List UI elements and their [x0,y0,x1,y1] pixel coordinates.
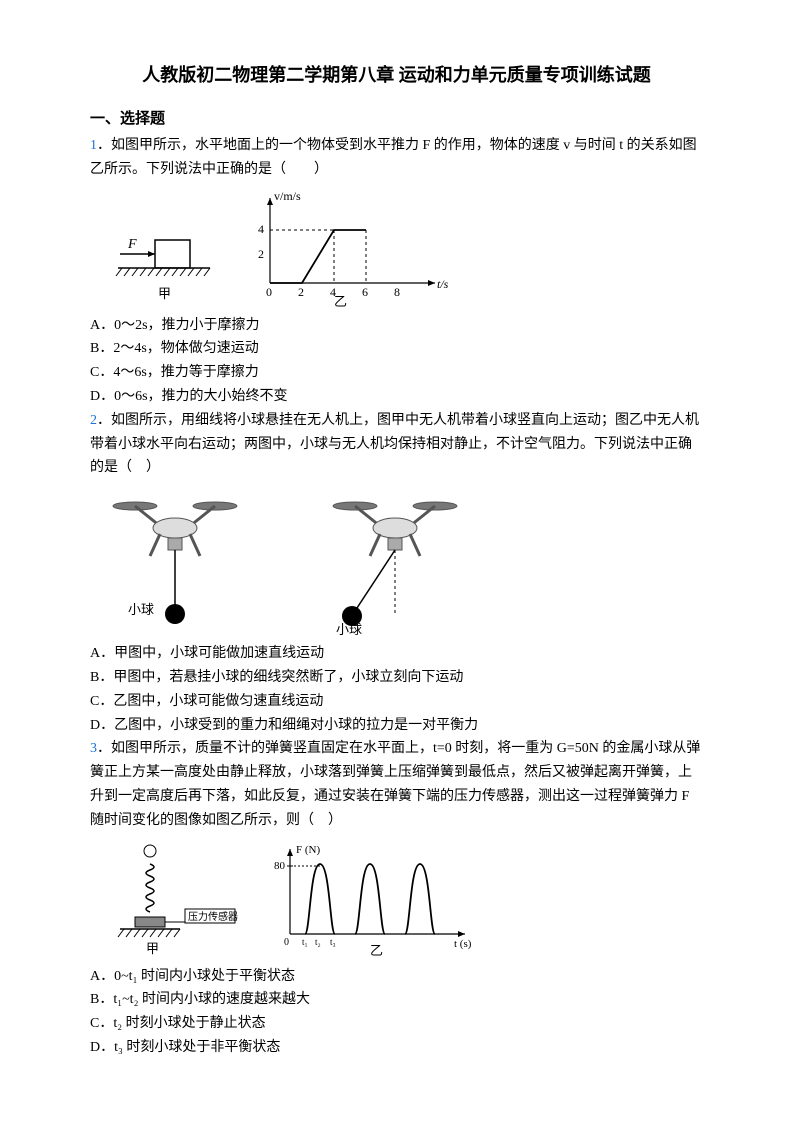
q2-optA: A．甲图中，小球可能做加速直线运动 [90,642,703,666]
q3-optA: A．0~t₁ 时间内小球处于平衡状态 [90,965,703,989]
q3-optB: B．t₁~t₂ 时间内小球的速度越来越大 [90,988,703,1012]
q2-optD: D．乙图中，小球受到的重力和细绳对小球的拉力是一对平衡力 [90,714,703,738]
svg-text:压力传感器: 压力传感器 [188,910,238,923]
svg-text:80: 80 [274,860,286,872]
q3-options: A．0~t₁ 时间内小球处于平衡状态 B．t₁~t₂ 时间内小球的速度越来越大 … [90,965,703,1060]
svg-text:小球: 小球 [336,622,362,636]
q2-text: ．如图所示，用细线将小球悬挂在无人机上，图甲中无人机带着小球竖直向上运动；图乙中… [90,413,699,476]
svg-text:甲: 甲 [158,286,171,301]
q3-chart: F (N) t (s) 80 0 t₁ t₂ t₃ 乙 [260,839,480,959]
q1-text: ．如图甲所示，水平地面上的一个物体受到水平推力 F 的作用，物体的速度 v 与时… [90,138,697,177]
svg-text:6: 6 [362,285,368,299]
page-title: 人教版初二物理第二学期第八章 运动和力单元质量专项训练试题 [90,60,703,91]
q2-optC: C．乙图中，小球可能做匀速直线运动 [90,690,703,714]
svg-text:2: 2 [258,247,264,261]
svg-text:t₃: t₃ [330,937,336,947]
q3-fig-jia: 压力传感器 甲 [110,839,240,959]
svg-text:小球: 小球 [128,602,154,617]
svg-text:2: 2 [298,285,304,299]
q2-optB: B．甲图中，若悬挂小球的细线突然断了，小球立刻向下运动 [90,666,703,690]
q2-number: 2 [90,413,97,428]
q1-optC: C．4～6s，推力等于摩擦力 [90,361,384,385]
svg-text:乙: 乙 [370,943,383,958]
q1-options: A．0～2s，推力小于摩擦力 B．2～4s，物体做匀速运动 C．4～6s，推力等… [90,314,703,409]
svg-text:F (N): F (N) [296,844,320,856]
q1-optA: A．0～2s，推力小于摩擦力 [90,314,384,338]
q1-optB: B．2～4s，物体做匀速运动 [90,337,384,361]
svg-text:t₂: t₂ [315,937,321,947]
svg-text:乙: 乙 [334,294,347,308]
q1-chart: v/m/s t/s 2 4 0 2 4 6 8 乙 [240,188,450,308]
q1-fig-jia: F 甲 [110,218,220,308]
question-1: 1．如图甲所示，水平地面上的一个物体受到水平推力 F 的作用，物体的速度 v 与… [90,134,703,182]
q3-optC: C．t₂ 时刻小球处于静止状态 [90,1012,703,1036]
q3-figures: 压力传感器 甲 F (N) t (s) 80 0 t₁ t₂ t₃ 乙 [110,839,703,959]
q2-drone-yi: 小球 [300,486,460,636]
svg-text:8: 8 [394,285,400,299]
svg-text:t (s): t (s) [454,938,472,950]
q1-optD: D．0～6s，推力的大小始终不变 [90,385,384,409]
svg-text:0: 0 [284,937,289,948]
q3-optD: D．t₃ 时刻小球处于非平衡状态 [90,1036,703,1060]
q1-number: 1 [90,138,97,153]
svg-text:甲: 甲 [146,941,159,956]
svg-text:0: 0 [266,285,272,299]
q2-drone-jia: 小球 [110,486,240,636]
svg-text:F: F [127,237,137,252]
q1-figures: F 甲 v/m/s t/s 2 4 0 2 4 6 8 乙 [110,188,703,308]
q3-number: 3 [90,741,97,756]
q3-text: ．如图甲所示，质量不计的弹簧竖直固定在水平面上，t=0 时刻，将一重为 G=50… [90,741,700,827]
svg-text:v/m/s: v/m/s [274,189,301,203]
q2-options: A．甲图中，小球可能做加速直线运动 B．甲图中，若悬挂小球的细线突然断了，小球立… [90,642,703,737]
svg-text:t₁: t₁ [302,937,308,947]
question-2: 2．如图所示，用细线将小球悬挂在无人机上，图甲中无人机带着小球竖直向上运动；图乙… [90,409,703,480]
svg-text:t/s: t/s [437,277,449,291]
q2-figures: 小球 小球 [110,486,703,636]
svg-text:4: 4 [258,222,264,236]
section-heading: 一、选择题 [90,107,703,133]
question-3: 3．如图甲所示，质量不计的弹簧竖直固定在水平面上，t=0 时刻，将一重为 G=5… [90,737,703,832]
